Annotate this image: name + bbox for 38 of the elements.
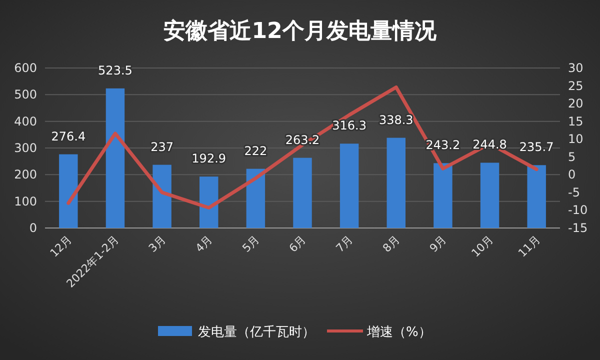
y-tick-label: 100 — [14, 194, 37, 208]
x-tick-label: 4月 — [193, 232, 215, 255]
data-label: 276.4 — [51, 129, 86, 144]
y2-tick-label: 15 — [568, 114, 584, 128]
y-tick-label: 400 — [14, 114, 37, 128]
x-tick-label: 11月 — [516, 232, 543, 260]
y2-tick-label: -10 — [568, 203, 588, 218]
x-tick-label: 3月 — [146, 232, 168, 255]
x-tick-label: 10月 — [469, 232, 496, 260]
y2-tick-label: 20 — [568, 96, 584, 111]
y2-tick-label: 0 — [568, 168, 576, 182]
data-label: 237 — [150, 140, 174, 154]
y2-tick-label: -15 — [568, 221, 588, 235]
chart-title: 安徽省近12个月发电量情况 — [164, 18, 438, 44]
x-tick-label: 5月 — [240, 232, 262, 255]
data-label: 235.7 — [519, 140, 554, 154]
y-tick-label: 200 — [14, 168, 37, 182]
y-tick-label: 300 — [14, 141, 37, 155]
y2-tick-label: -5 — [568, 185, 580, 200]
x-tick-label: 8月 — [380, 232, 402, 255]
x-tick-label: 9月 — [427, 232, 450, 255]
y-tick-label: 500 — [14, 88, 37, 102]
y2-tick-label: 5 — [568, 150, 576, 164]
y2-tick-label: 10 — [568, 132, 584, 146]
data-label: 316.3 — [332, 118, 366, 133]
data-label: 192.9 — [192, 152, 226, 166]
x-tick-label: 6月 — [286, 232, 309, 255]
x-tick-label: 7月 — [334, 232, 356, 255]
legend-label: 发电量（亿千瓦时） — [198, 325, 315, 340]
x-tick-label: 12月 — [48, 232, 75, 260]
y2-tick-label: 25 — [568, 78, 584, 93]
data-label: 222 — [244, 144, 268, 158]
data-label: 338.3 — [378, 112, 414, 127]
data-label: 523.5 — [98, 63, 132, 78]
legend-label: 增速（%） — [366, 325, 432, 340]
y2-tick-label: 30 — [568, 61, 584, 75]
y-tick-label: 600 — [14, 61, 37, 75]
y-tick-label: 0 — [29, 221, 37, 235]
